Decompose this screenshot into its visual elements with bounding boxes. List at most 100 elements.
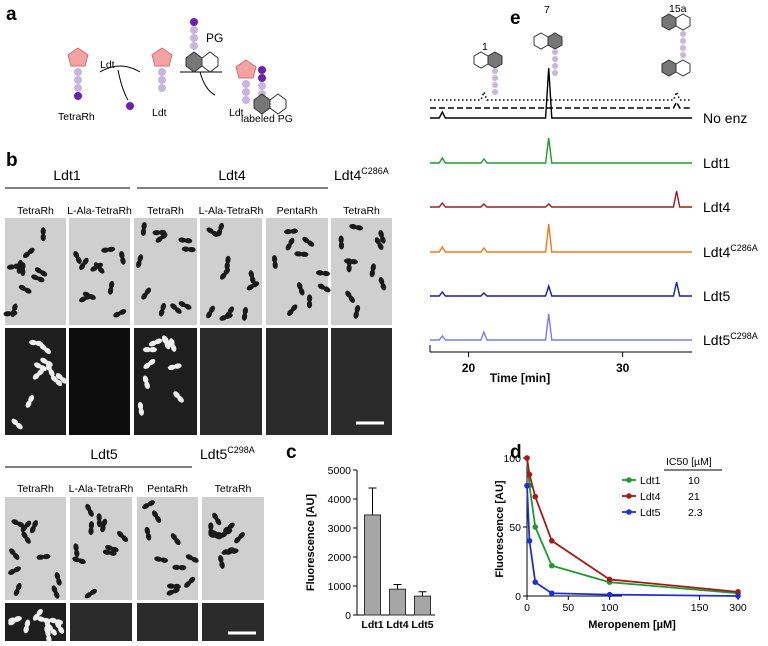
micrograph [266, 328, 328, 435]
x-tick-label: Ldt4 [386, 619, 408, 631]
y-tick-label: 0 [345, 610, 351, 622]
cell [290, 228, 299, 234]
scheme-label: Ldt [152, 107, 167, 119]
legend-label: Ldt1 [640, 475, 661, 487]
cell [272, 261, 278, 270]
error-bar [393, 584, 402, 590]
scheme [67, 18, 287, 115]
cell [55, 379, 63, 387]
residue [680, 38, 686, 44]
cell [138, 407, 144, 416]
bar [414, 595, 431, 616]
residue [190, 42, 198, 50]
cell [285, 243, 292, 251]
cell [88, 527, 94, 536]
group-label-base: Ldt1 [53, 167, 80, 183]
scheme-label: TetraRh [58, 111, 95, 123]
cell [145, 532, 152, 541]
scheme-label: PG [206, 31, 223, 45]
y-tick-label: 2000 [328, 552, 352, 564]
panel-label: c [286, 442, 297, 463]
cell [40, 233, 46, 242]
trace [430, 313, 692, 341]
cell [349, 259, 358, 265]
cell [225, 255, 231, 264]
cell [246, 284, 255, 291]
cell [380, 235, 386, 244]
cell [140, 227, 147, 236]
bar [389, 588, 406, 616]
cell [22, 251, 30, 259]
cell [16, 265, 22, 274]
sugar [185, 51, 203, 73]
cell [177, 395, 184, 403]
point [735, 589, 741, 595]
sugar [473, 51, 489, 69]
series-line [526, 485, 739, 597]
y-tick-label: 0 [515, 591, 521, 603]
cell [178, 237, 187, 243]
residue [242, 88, 250, 96]
cell [349, 223, 358, 230]
cell [84, 592, 92, 599]
cell [50, 628, 57, 636]
cell [108, 280, 115, 289]
cell [173, 363, 182, 369]
residue [552, 63, 558, 69]
x-tick-label: 20 [462, 361, 476, 375]
cell [24, 287, 32, 294]
cell [377, 242, 384, 250]
residue [158, 84, 166, 92]
point [548, 538, 555, 544]
group-label-sup: C286A [361, 166, 389, 176]
cell [53, 591, 60, 599]
cell [23, 625, 29, 634]
cell [306, 294, 313, 303]
point [532, 524, 539, 530]
cell [121, 535, 129, 542]
cell [142, 503, 150, 510]
residue [74, 84, 82, 92]
residue [190, 18, 198, 26]
cell [87, 509, 94, 517]
cell [241, 312, 248, 321]
residue [258, 82, 266, 90]
point [524, 482, 530, 489]
cell [55, 619, 64, 625]
trace-label-base: No enz [703, 110, 747, 126]
trace-label-base: Ldt4 [703, 199, 730, 215]
y-tick-label: 1000 [328, 581, 352, 593]
cell [45, 629, 51, 638]
cell [353, 310, 359, 319]
group-label: Ldt4C286A [334, 166, 389, 183]
fluorophore [67, 47, 89, 67]
group-label-sup: C298A [227, 445, 255, 455]
cell [3, 311, 12, 317]
cell [56, 577, 62, 586]
point [524, 455, 530, 461]
x-tick-label: 100 [601, 602, 619, 614]
cell [144, 381, 150, 390]
cell [154, 556, 163, 562]
cell [15, 422, 23, 430]
cell [148, 340, 157, 347]
sugar [487, 51, 503, 69]
cell [96, 513, 102, 522]
sugar [269, 93, 287, 115]
panel-label: e [510, 8, 521, 29]
cell [48, 369, 55, 377]
panel-label: b [6, 150, 18, 171]
trace [430, 89, 692, 101]
cell [369, 269, 375, 278]
sugar [675, 13, 691, 31]
cell [178, 565, 187, 571]
cell [73, 543, 79, 552]
point [548, 590, 555, 597]
y-tick-label: 5000 [328, 465, 352, 477]
legend-marker [626, 509, 632, 515]
cell [346, 264, 352, 273]
residue [190, 34, 198, 42]
y-tick-label: 3000 [328, 523, 352, 535]
cell [24, 536, 31, 544]
